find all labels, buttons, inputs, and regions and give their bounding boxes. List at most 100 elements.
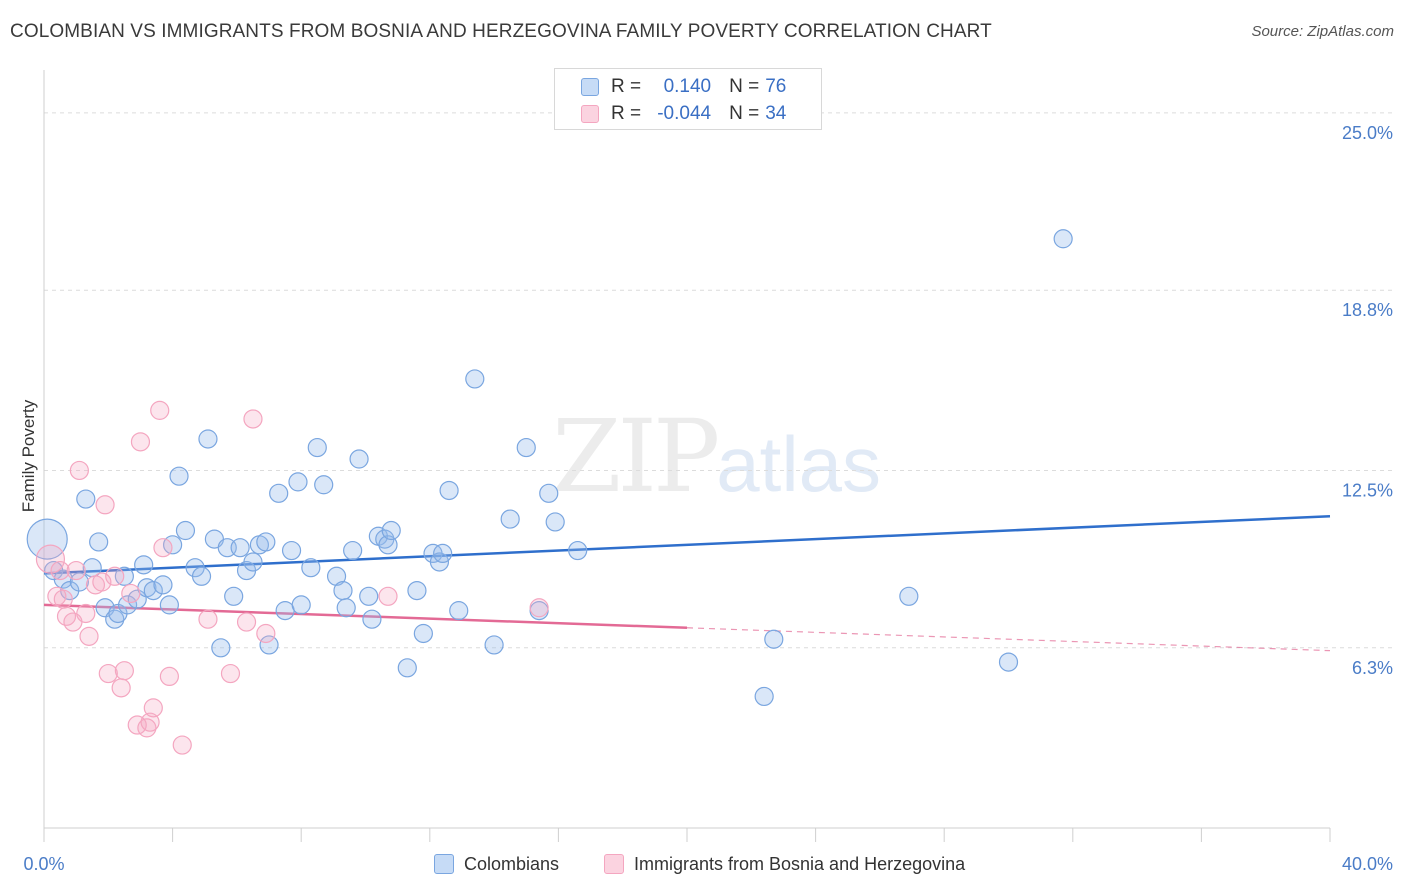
trend-line-colombians xyxy=(43,514,1331,575)
point-colombians xyxy=(343,540,363,561)
point-colombians xyxy=(333,580,353,601)
point-bosnia xyxy=(256,623,276,644)
legend-r-bosnia: -0.044 xyxy=(657,103,712,124)
point-bosnia xyxy=(130,432,151,452)
point-bosnia xyxy=(76,603,96,624)
point-colombians xyxy=(230,538,250,558)
point-bosnia xyxy=(529,598,549,618)
point-bosnia xyxy=(378,586,398,606)
point-colombians xyxy=(301,558,321,578)
point-colombians xyxy=(413,623,433,644)
point-colombians xyxy=(899,586,919,606)
legend-item-bosnia: Immigrants from Bosnia and Herzegovina xyxy=(604,851,965,877)
point-colombians xyxy=(1053,229,1073,249)
legend-n-bosnia: 34 xyxy=(765,103,787,124)
point-bosnia xyxy=(98,663,118,684)
legend-label-colombians: Colombians xyxy=(464,853,560,874)
y-tick-label: 18.8% xyxy=(1342,300,1393,320)
trend-line-bosnia xyxy=(43,603,688,630)
point-bosnia xyxy=(121,583,141,604)
point-colombians xyxy=(159,595,179,615)
point-colombians xyxy=(378,535,398,555)
y-tick-label: 6.3% xyxy=(1352,658,1393,678)
point-colombians xyxy=(153,575,173,595)
point-bosnia xyxy=(143,698,163,718)
point-bosnia xyxy=(137,718,157,738)
point-bosnia xyxy=(159,666,179,687)
point-colombians xyxy=(224,586,244,606)
point-colombians xyxy=(307,437,327,458)
legend-item-colombians: Colombians xyxy=(434,851,559,877)
point-colombians xyxy=(191,566,212,586)
watermark: ZIPatlas xyxy=(552,398,882,515)
point-colombians xyxy=(259,635,279,655)
legend-label-bosnia: Immigrants from Bosnia and Herzegovina xyxy=(634,853,966,874)
chart-title: COLOMBIAN VS IMMIGRANTS FROM BOSNIA AND … xyxy=(10,21,992,42)
point-bosnia xyxy=(150,400,170,420)
point-colombians xyxy=(336,598,356,618)
y-tick-label: 25.0% xyxy=(1342,123,1393,143)
point-colombians xyxy=(89,532,109,552)
point-colombians xyxy=(407,580,427,601)
point-bosnia xyxy=(220,663,241,684)
y-tick-label: 12.5% xyxy=(1342,480,1393,500)
point-colombians xyxy=(76,489,96,509)
legend-row-colombians: R = 0.140 N = 76 xyxy=(581,75,786,99)
point-colombians xyxy=(211,638,231,658)
point-colombians xyxy=(362,609,382,629)
legend-n-colombians: 76 xyxy=(765,76,787,97)
point-colombians xyxy=(484,635,504,655)
x-tick-label-min: 0.0% xyxy=(23,854,64,874)
point-colombians xyxy=(134,555,154,575)
point-bosnia xyxy=(236,612,257,632)
point-colombians xyxy=(243,552,263,572)
legend-r-colombians: 0.140 xyxy=(663,76,712,97)
point-bosnia xyxy=(53,589,73,609)
point-colombians xyxy=(516,437,536,458)
point-colombians xyxy=(397,658,417,678)
point-colombians xyxy=(545,512,565,532)
x-tick-label-max: 40.0% xyxy=(1342,854,1393,874)
point-bosnia xyxy=(153,538,173,558)
point-colombians xyxy=(26,518,68,560)
point-colombians xyxy=(117,595,138,615)
point-bosnia xyxy=(69,460,89,481)
correlation-legend: R = 0.140 N = 76 R = -0.044 N = 34 xyxy=(554,68,822,130)
point-colombians xyxy=(439,480,459,501)
point-colombians xyxy=(169,466,189,486)
point-bosnia xyxy=(243,409,263,429)
point-colombians xyxy=(998,652,1019,672)
point-bosnia xyxy=(105,566,125,586)
point-colombians xyxy=(288,472,308,492)
legend-row-bosnia: R = -0.044 N = 34 xyxy=(581,102,786,126)
point-colombians xyxy=(764,629,784,649)
tick-labels: 6.3% 12.5% 18.8% 25.0% 0.0% 40.0% xyxy=(23,123,1393,874)
point-bosnia xyxy=(95,495,115,515)
point-colombians xyxy=(69,572,89,592)
point-colombians xyxy=(275,601,295,621)
point-colombians xyxy=(449,601,469,621)
point-colombians xyxy=(754,686,774,707)
point-colombians xyxy=(359,586,379,606)
point-colombians xyxy=(465,369,485,389)
point-colombians xyxy=(326,566,347,586)
point-colombians xyxy=(114,566,134,586)
point-bosnia xyxy=(35,544,66,574)
point-colombians xyxy=(281,540,302,561)
point-bosnia xyxy=(140,712,160,732)
point-bosnia xyxy=(66,560,86,581)
point-colombians xyxy=(500,509,520,529)
point-colombians xyxy=(269,483,289,503)
trend-line-bosnia-extrapolated xyxy=(686,627,1331,652)
point-colombians xyxy=(256,532,276,552)
point-colombians xyxy=(349,449,369,469)
point-bosnia xyxy=(111,678,131,698)
point-colombians xyxy=(198,429,218,449)
data-points xyxy=(26,229,1073,755)
point-colombians xyxy=(175,520,196,541)
point-colombians xyxy=(568,540,588,561)
point-colombians xyxy=(105,609,125,629)
legend-swatch-bosnia xyxy=(581,105,599,123)
point-colombians xyxy=(539,483,559,503)
axes xyxy=(43,70,1331,842)
